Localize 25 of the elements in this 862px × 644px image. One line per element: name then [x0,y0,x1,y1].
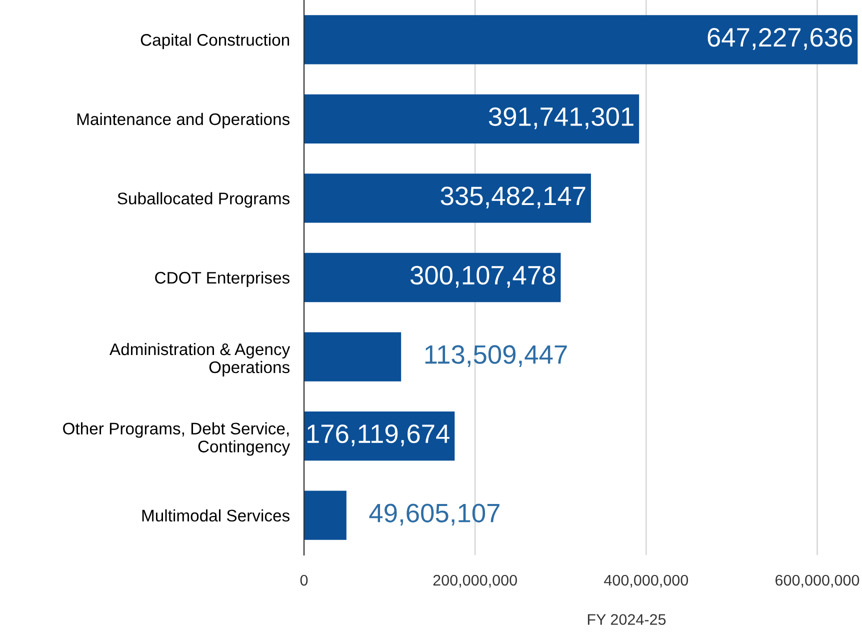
bar [304,252,561,302]
y-tick-label: Suballocated Programs [118,192,290,208]
y-tick-label: Capital Construction [140,34,290,50]
x-tick-label: 200,000,000 [433,574,517,588]
bar [304,174,591,223]
data-label: 647,227,636 [708,28,852,50]
y-tick-label: Multimodal Services [142,509,290,522]
data-label: 335,482,147 [440,186,586,208]
y-tick-label: CDOT Enterprises [155,271,290,287]
y-tick-label: Administration & Agency Operations [110,342,290,376]
data-label: 391,741,301 [488,107,634,130]
x-tick-label: 0 [300,574,308,586]
bar [304,332,402,382]
data-label: 113,509,447 [425,345,567,367]
x-tick-label: 600,000,000 [776,574,860,588]
bar [304,15,858,64]
y-tick-label: Other Programs, Debt Service, Contingency [63,422,290,456]
x-tick-label: 400,000,000 [604,574,688,588]
x-axis-title: FY 2024-25 [588,614,666,625]
bar [304,490,346,540]
y-tick-label: Maintenance and Operations [77,112,290,128]
data-label: 49,605,107 [369,504,500,526]
data-label: 176,119,674 [307,424,450,446]
data-label: 300,107,478 [410,266,556,288]
bar [304,94,640,144]
